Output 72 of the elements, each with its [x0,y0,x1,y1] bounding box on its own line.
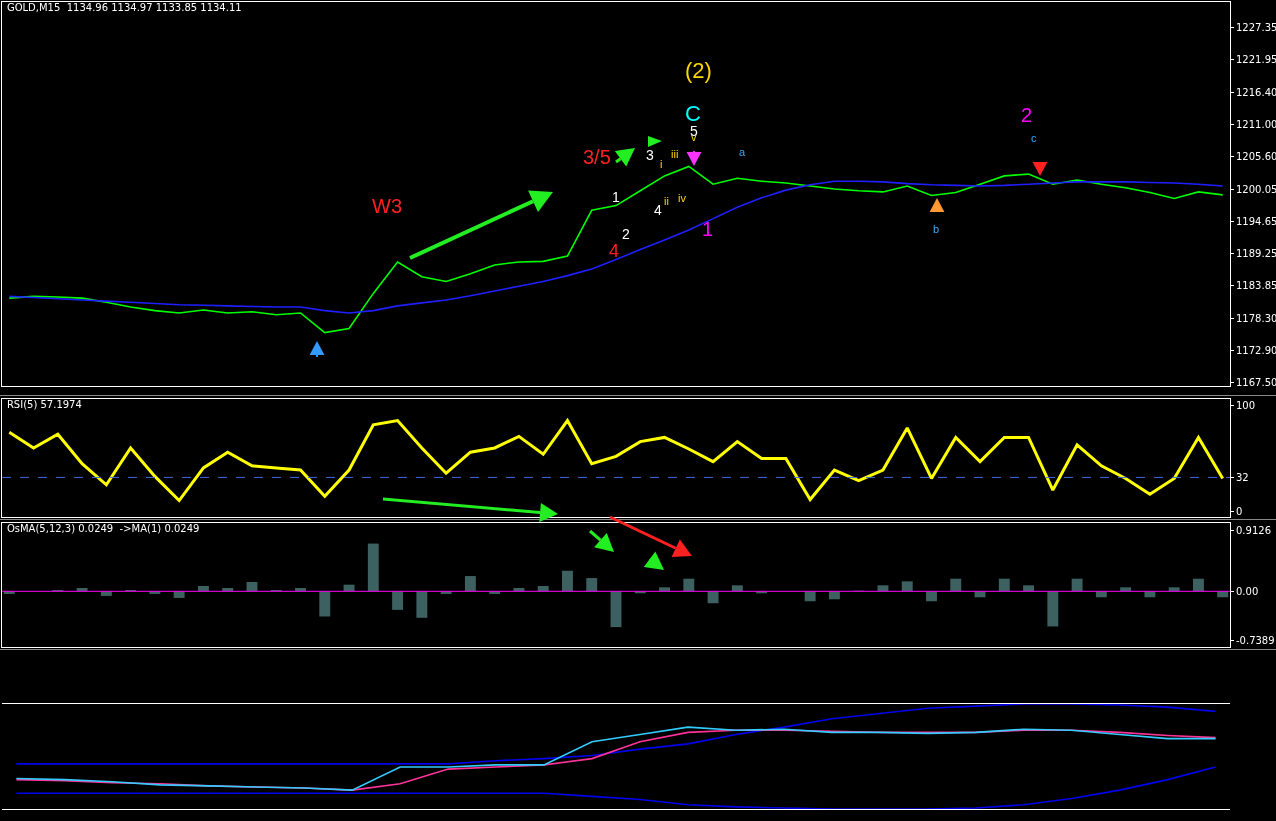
bar [901,581,913,592]
bar [804,591,816,602]
bar [610,591,622,628]
annotation: 3/5 [583,146,611,168]
bar [1047,591,1059,627]
line-series [8,180,1224,314]
annotation: 3 [646,147,654,163]
y-tick-label: 1216.40 [1236,86,1276,98]
annotation: iii [671,148,679,160]
y-tick-label: 100 [1236,400,1256,412]
annotation: ii [664,195,669,207]
chart-title: OsMA(5,12,3) 0.0249 ->MA(1) 0.0249 [6,523,200,534]
y-tick-label: 1167.50 [1236,376,1276,388]
y-tick-label: 0.9126 [1236,525,1271,537]
annotation: W3 [372,195,402,217]
y-tick-label: 1178.30 [1236,312,1276,324]
bar [1168,587,1180,592]
annotation: C [685,101,701,126]
y-tick-label: 1200.05 [1236,183,1276,195]
y-tick-label: 0.00 [1236,585,1259,597]
chart-title: GOLD,M15 1134.96 1134.97 1133.85 1134.11 [6,2,242,13]
bar [464,576,476,592]
annotation: 1 [612,189,620,205]
annotation: 2 [1021,104,1033,126]
bar [586,578,598,592]
y-tick-label: 1227.35 [1236,21,1276,33]
y-tick-label: 1211.00 [1236,118,1276,130]
line-series [7,419,1225,503]
bar [731,585,743,592]
bar [222,587,234,592]
bar [562,570,573,592]
bar [367,543,379,592]
chart-title: RSI(5) 57.1974 [6,399,82,410]
bar [319,591,331,617]
annotation: 1 [702,218,714,240]
y-tick-label: 1183.85 [1236,279,1276,291]
bar [392,591,404,610]
y-tick-label: 1221.95 [1236,53,1276,65]
annotation: 2 [622,226,630,242]
y-tick-label: 1189.25 [1236,247,1276,259]
bar [1071,578,1083,592]
annotation: i [660,158,663,170]
bar [707,591,719,604]
bar [683,578,695,592]
bar [76,587,88,592]
annotation: c [1031,132,1037,144]
y-tick-label: -0.7389 [1236,634,1275,646]
bar [295,587,306,592]
y-tick-label: 0 [1236,505,1243,517]
y-tick-label: 1172.90 [1236,344,1276,356]
bar [416,591,428,618]
annotation: iv [678,192,687,204]
bar [659,587,670,592]
y-tick-label: 1205.60 [1236,150,1276,162]
y-tick-label: 1194.65 [1236,215,1276,227]
y-tick-label: 32 [1236,471,1249,483]
bar [998,578,1010,592]
bar [1192,578,1204,592]
bar [877,585,889,592]
bar [197,585,209,592]
annotation: 4 [609,241,620,261]
bar [513,587,525,592]
annotation: (2) [685,58,712,83]
bar [926,591,937,602]
bar [343,584,355,592]
annotation: 4 [654,202,662,218]
bar [1023,585,1035,592]
annotation: b [933,223,940,235]
annotation: a [739,146,746,158]
bar [1120,587,1132,592]
bar [537,585,549,592]
bar [950,578,962,592]
